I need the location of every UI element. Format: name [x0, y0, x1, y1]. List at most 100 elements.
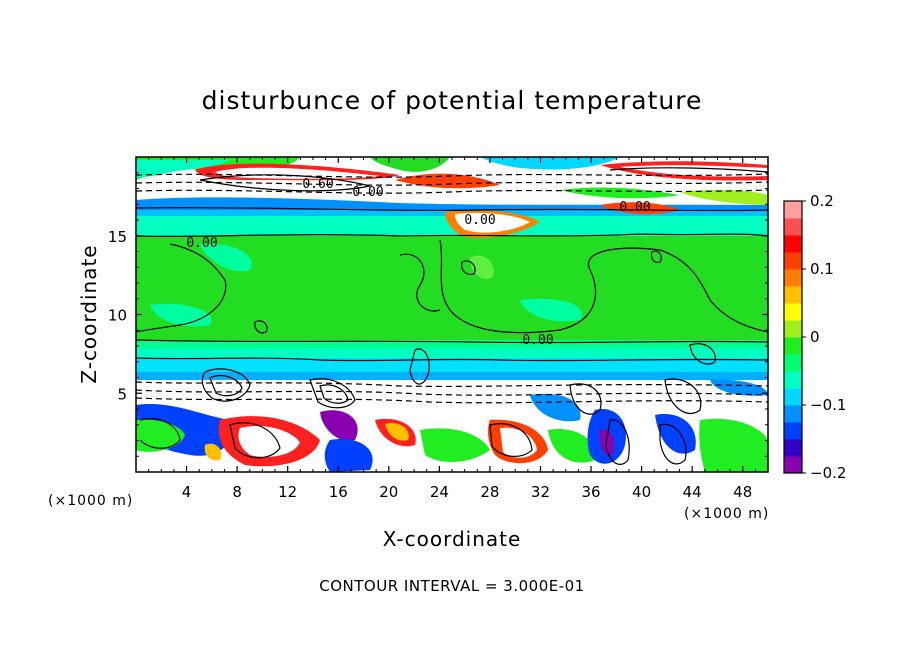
x-tick-label: 4 [182, 483, 192, 501]
colorbar-swatch [784, 405, 802, 423]
colorbar-swatch [784, 439, 802, 457]
mid-layer-band [136, 340, 768, 348]
contour-interval-note: CONTOUR INTERVAL = 3.000E-01 [319, 577, 585, 595]
x-axis-title: X-coordinate [383, 527, 522, 551]
contour-line [136, 189, 768, 194]
mid-layer-band [136, 358, 768, 372]
colorbar-swatch [784, 354, 802, 372]
contour-line [605, 419, 630, 465]
mid-layer-blotch [200, 244, 252, 272]
y-axis-title: Z-coordinate [77, 244, 101, 383]
lower-layer-colors [500, 427, 537, 458]
contour-line [309, 378, 356, 409]
contour-line [650, 250, 662, 263]
colorbar-swatch [784, 371, 802, 389]
colorbar-swatch [784, 235, 802, 253]
contour-line [659, 423, 687, 465]
x-tick-label: 8 [232, 483, 242, 501]
contour-line [689, 343, 716, 365]
contour-label: 0.60 [302, 177, 333, 192]
colorbar-swatch [784, 303, 802, 321]
contour-line [439, 239, 768, 334]
colorbar-swatch [784, 422, 802, 440]
upper-layer-colors [680, 189, 768, 205]
colorbar-tick-label: 0.2 [810, 192, 834, 210]
lower-layer-colors [385, 423, 409, 441]
colorbar-swatch [784, 388, 802, 406]
x-tick-label: 40 [632, 483, 651, 501]
contour-line [569, 383, 602, 415]
contour-label: 0.00 [522, 333, 553, 348]
contour-line [136, 181, 768, 186]
lower-layer-colors [320, 410, 358, 441]
x-unit-label: (×1000 m) [684, 506, 769, 522]
contour-line [136, 389, 768, 396]
colorbar-swatch [784, 337, 802, 355]
upper-layer-colors [560, 187, 680, 199]
x-tick-label: 28 [480, 483, 499, 501]
contour-line [136, 243, 227, 333]
upper-layer-colors [455, 212, 530, 233]
contour-line [229, 422, 281, 459]
contour-line [136, 397, 768, 404]
contour-line [136, 339, 768, 344]
lower-layer-colors [530, 393, 581, 422]
y-tick-label: 10 [108, 307, 127, 325]
contour-line [136, 381, 768, 388]
contour-line [136, 357, 768, 362]
x-tick-label: 48 [733, 483, 752, 501]
upper-layer-colors [480, 157, 620, 170]
contour-line [319, 384, 349, 404]
contour-label: 0.00 [186, 236, 217, 251]
contour-label: 0.00 [464, 213, 495, 228]
contour-labels: 0.60 0.00 0.00 0.00 0.00 0.00 [186, 177, 650, 348]
contour-line [136, 233, 768, 238]
contour-line [461, 260, 476, 275]
y-tick-label: 15 [108, 228, 127, 246]
contour-line [399, 253, 441, 312]
lower-layer-colors [238, 425, 300, 457]
x-tick-label: 44 [683, 483, 702, 501]
x-tick-label: 36 [581, 483, 600, 501]
x-tick-label: 16 [329, 483, 348, 501]
lower-layer-colors [324, 439, 373, 472]
x-tick-label: 32 [531, 483, 550, 501]
contour-line [409, 348, 430, 385]
mid-layer-blotch [470, 255, 494, 279]
mid-layer-blotch [520, 298, 582, 322]
mid-layer-band [136, 348, 768, 358]
colorbar-swatch [784, 456, 802, 474]
y-tick-label: 5 [117, 385, 127, 403]
colorbar-swatch [784, 218, 802, 236]
colorbar-swatch [784, 286, 802, 304]
contour-line [201, 368, 251, 402]
colorbar-swatch [784, 269, 802, 287]
contour-line [139, 418, 181, 449]
contour-line [199, 174, 371, 192]
mid-layer-band [136, 372, 768, 380]
upper-layer-colors [600, 202, 680, 215]
contour-line [136, 173, 768, 178]
contour-label: 0.00 [619, 200, 650, 215]
colorbar-tick-label: −0.2 [810, 464, 846, 482]
lower-layer-colors [420, 428, 490, 462]
x-tick-label: 24 [430, 483, 449, 501]
lower-layer-colors [699, 418, 768, 472]
contour-label: 0.00 [352, 185, 383, 200]
y-axis: 5 10 15 [108, 172, 768, 457]
contour-line [254, 320, 268, 334]
contour-line [209, 375, 243, 397]
colorbar-tick-label: 0 [810, 328, 820, 346]
x-axis: 4 8 12 16 20 24 28 32 36 40 44 48 [148, 157, 756, 501]
z-unit-label: (×1000 m) [48, 493, 133, 509]
colorbar-swatch [784, 320, 802, 338]
contour-line [136, 206, 768, 212]
lower-layer-colors [136, 419, 185, 452]
x-tick-label: 20 [379, 483, 398, 501]
contour-line [489, 423, 533, 457]
colorbar: 0.2 0.1 0 −0.1 −0.2 [783, 192, 846, 482]
colorbar-swatch [784, 252, 802, 270]
lower-layer-colors [710, 379, 768, 396]
x-tick-label: 12 [278, 483, 297, 501]
